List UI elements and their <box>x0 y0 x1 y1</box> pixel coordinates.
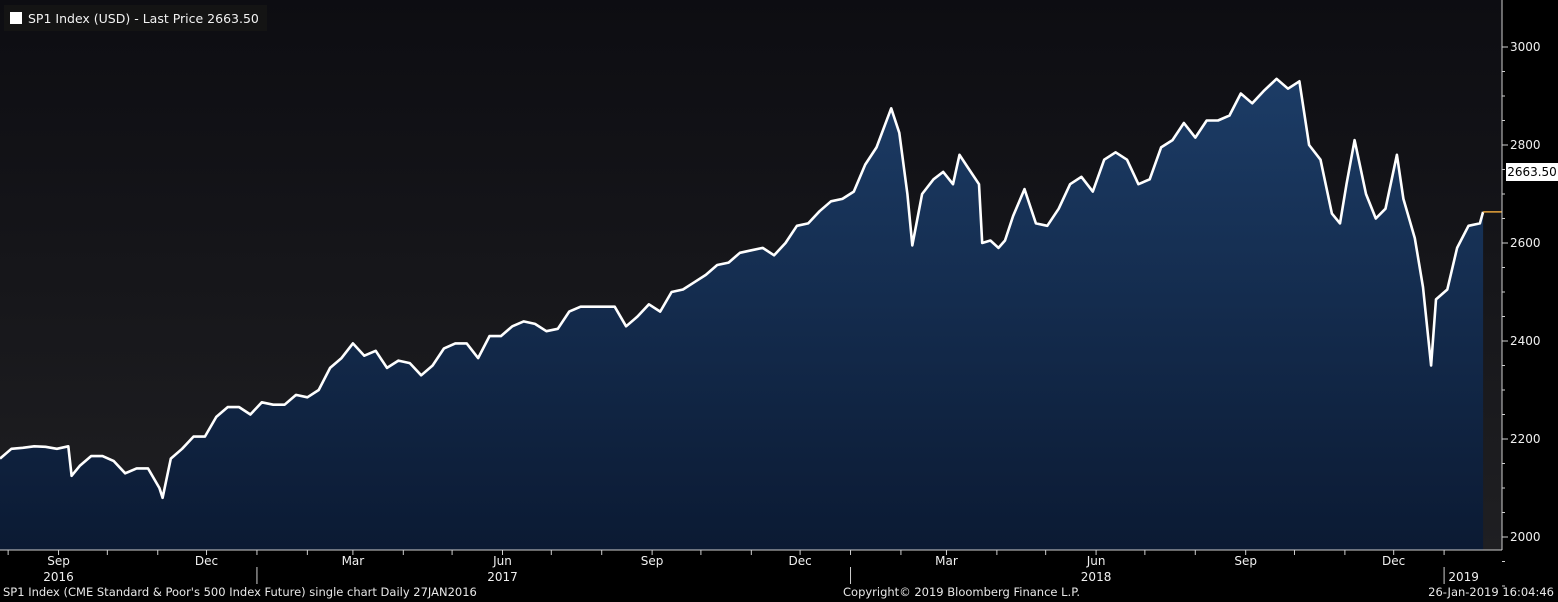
x-month-label: Sep <box>1234 554 1257 568</box>
x-year-label: 2016 <box>43 570 74 584</box>
y-tick-label: 2000 <box>1510 530 1541 544</box>
price-line <box>0 77 1485 500</box>
x-month-label: Sep <box>47 554 70 568</box>
x-month-label: Jun <box>492 554 512 568</box>
x-axis: Sep Dec Mar Jun Sep Dec Mar Jun Sep Dec 2016 2017 20… <box>0 549 1502 584</box>
price-area <box>0 78 1484 551</box>
footer-description: SP1 Index (CME Standard & Poor's 500 Ind… <box>3 585 477 599</box>
x-month-label: Dec <box>195 554 218 568</box>
x-year-label: 2018 <box>1081 570 1112 584</box>
y-axis: 2000 2200 2400 2600 2800 3000 <box>1501 0 1541 587</box>
footer-timestamp: 26-Jan-2019 16:04:46 <box>1428 585 1554 599</box>
x-month-label: Dec <box>788 554 811 568</box>
x-year-label: 2017 <box>487 570 518 584</box>
x-month-label: Sep <box>641 554 664 568</box>
legend: SP1 Index (USD) - Last Price 2663.50 <box>4 5 267 31</box>
x-year-label: 2019 <box>1448 570 1479 584</box>
y-tick-label: 2400 <box>1510 334 1541 348</box>
x-month-label: Jun <box>1086 554 1106 568</box>
last-price-tag: 2663.50 <box>1506 163 1558 181</box>
x-month-label: Dec <box>1382 554 1405 568</box>
legend-swatch <box>10 12 22 24</box>
footer-copyright: Copyright© 2019 Bloomberg Finance L.P. <box>843 585 1080 599</box>
legend-label: SP1 Index (USD) - Last Price 2663.50 <box>28 10 259 26</box>
y-tick-label: 2600 <box>1510 236 1541 250</box>
y-tick-label: 2800 <box>1510 138 1541 152</box>
y-tick-label: 3000 <box>1510 40 1541 54</box>
x-month-label: Mar <box>342 554 365 568</box>
x-month-label: Mar <box>935 554 958 568</box>
y-tick-label: 2200 <box>1510 432 1541 446</box>
